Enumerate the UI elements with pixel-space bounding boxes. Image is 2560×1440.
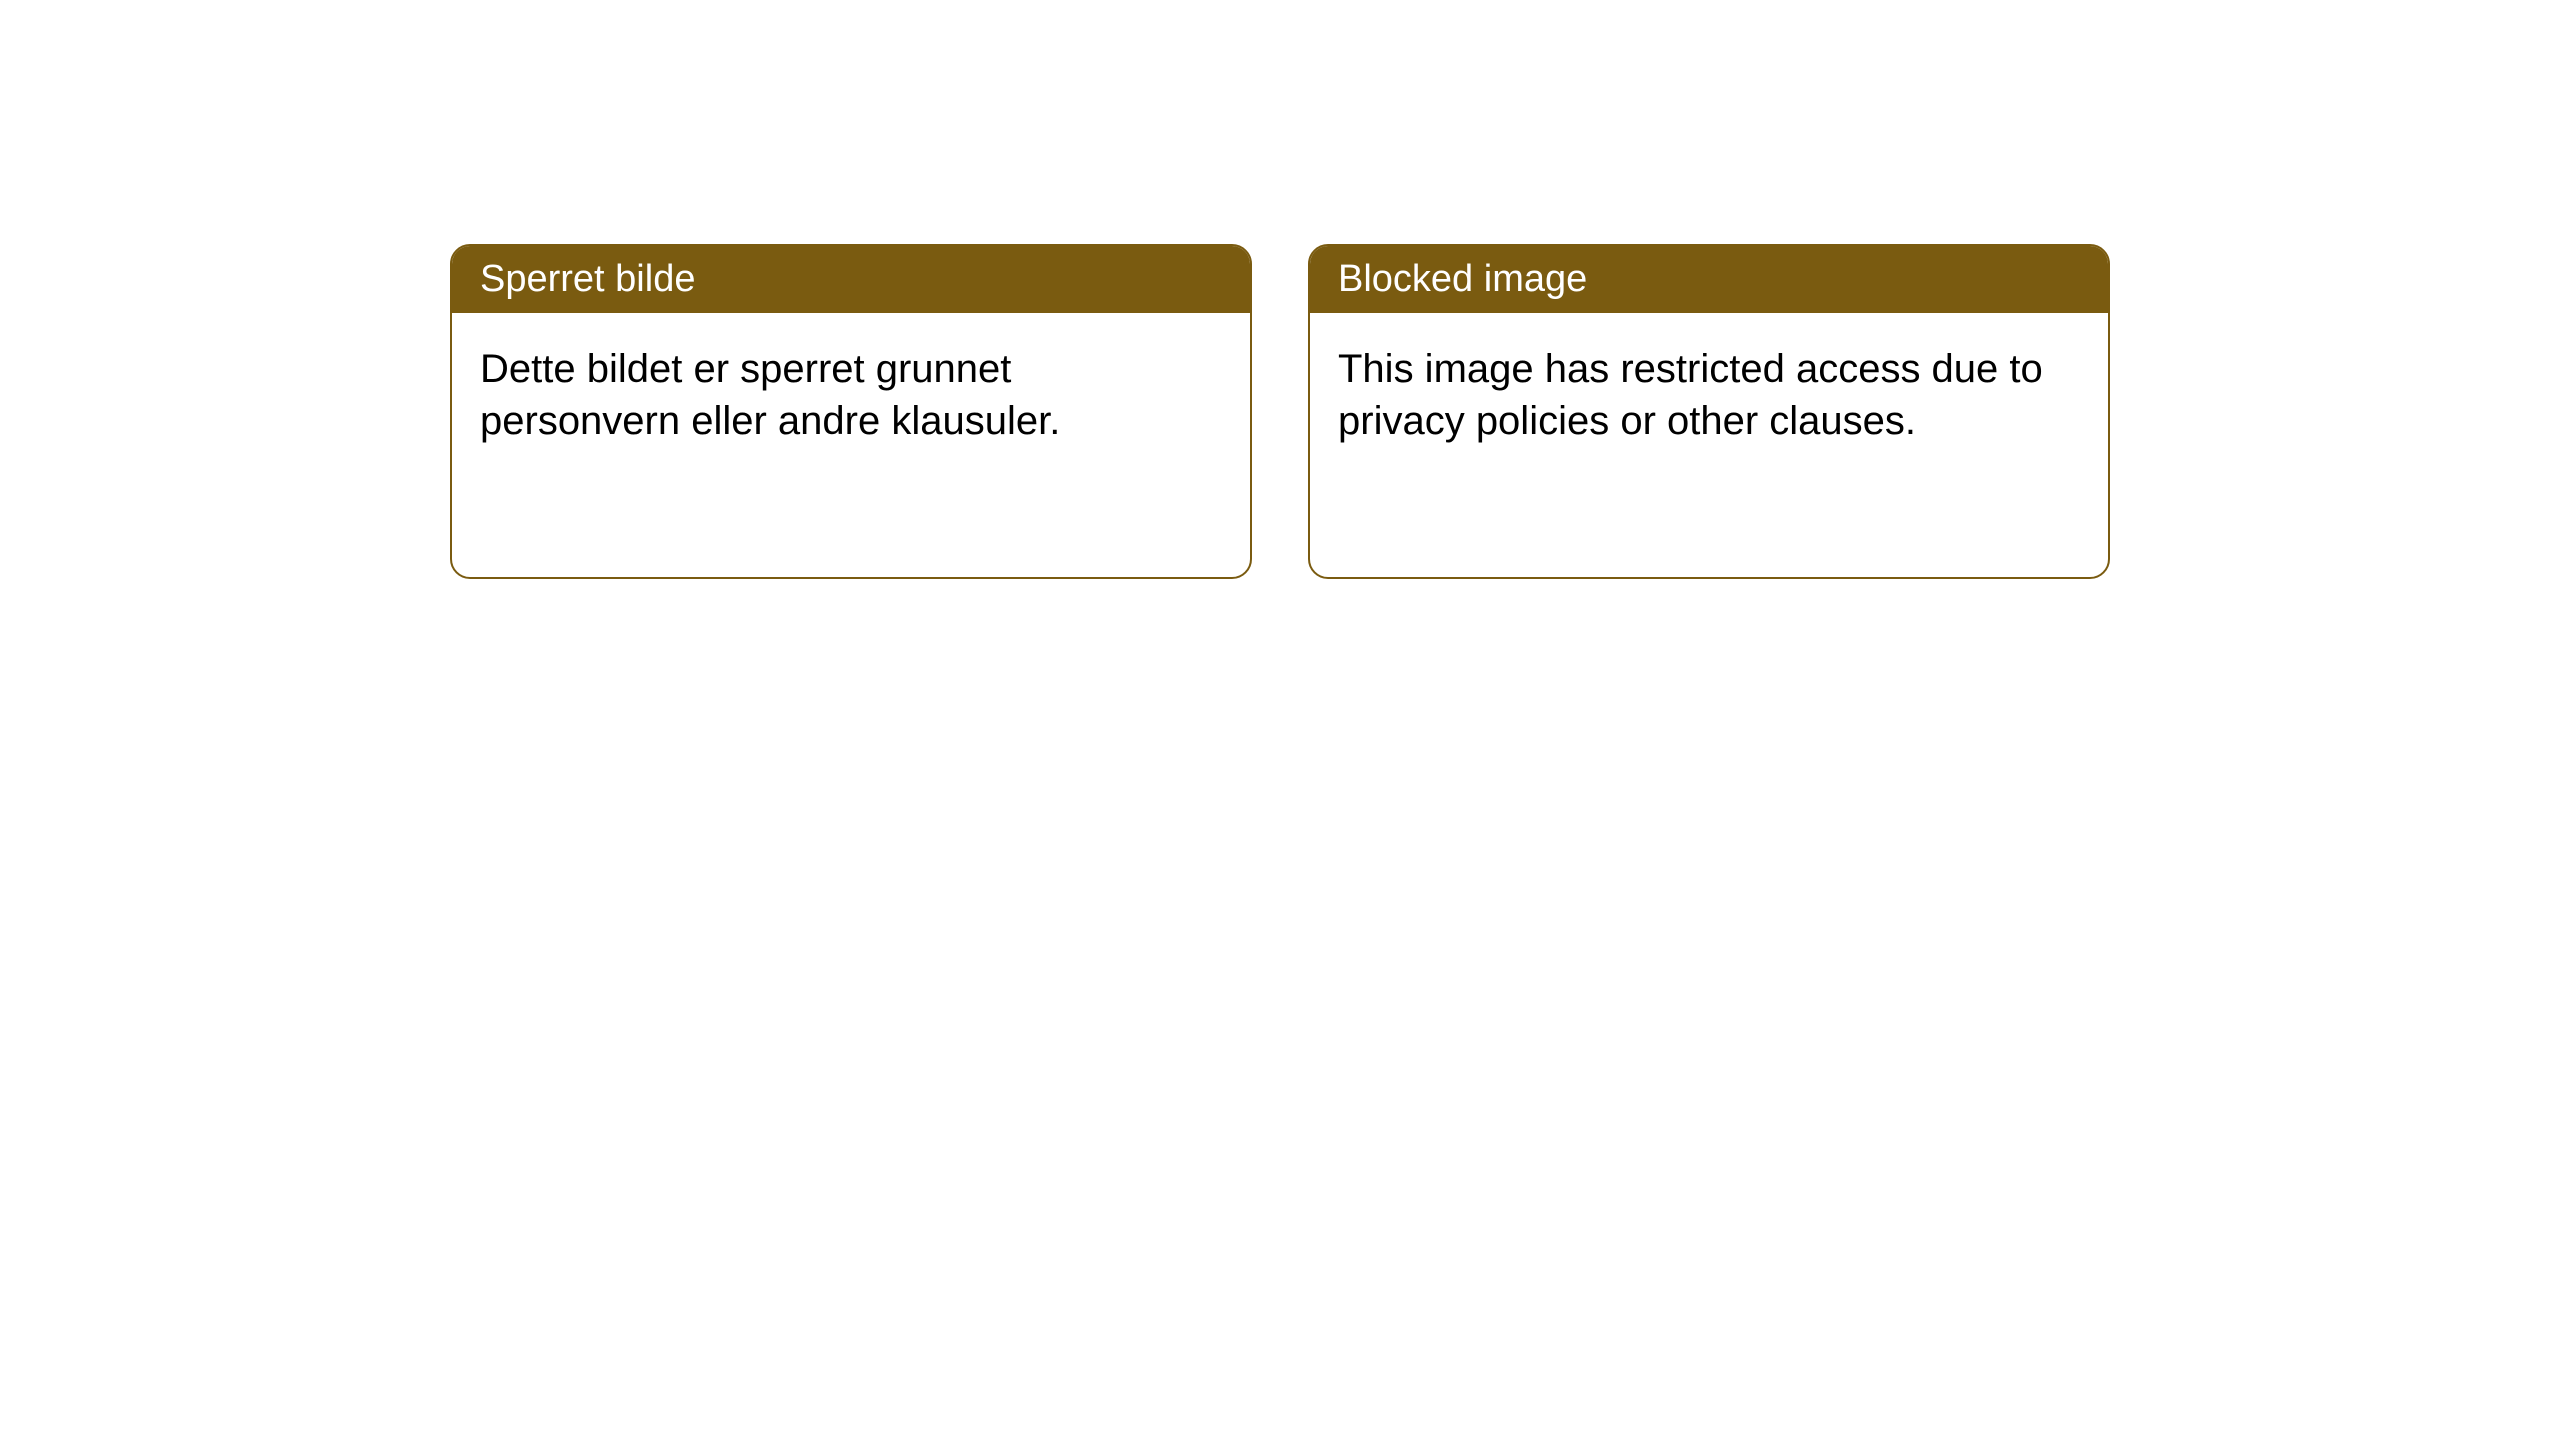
card-header: Sperret bilde: [452, 246, 1250, 313]
card-header: Blocked image: [1310, 246, 2108, 313]
notice-card-english: Blocked image This image has restricted …: [1308, 244, 2110, 579]
card-body: This image has restricted access due to …: [1310, 313, 2108, 477]
card-body: Dette bildet er sperret grunnet personve…: [452, 313, 1250, 477]
notice-cards-container: Sperret bilde Dette bildet er sperret gr…: [0, 0, 2560, 579]
notice-card-norwegian: Sperret bilde Dette bildet er sperret gr…: [450, 244, 1252, 579]
